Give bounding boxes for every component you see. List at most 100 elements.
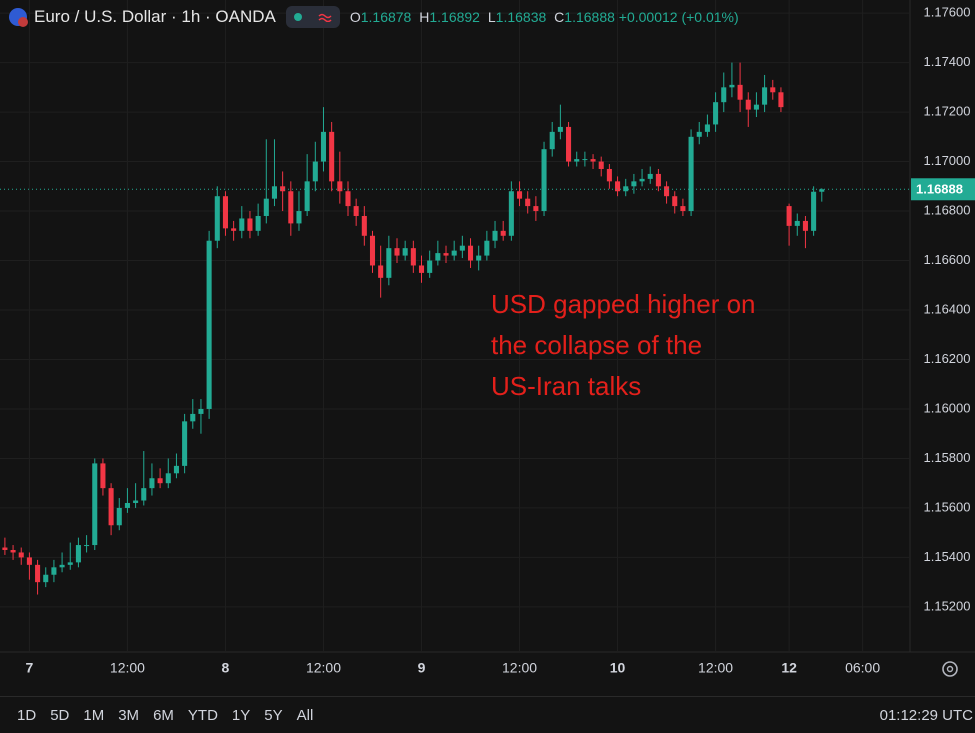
candle-body bbox=[704, 124, 710, 132]
candle-body bbox=[2, 547, 8, 550]
range-button[interactable]: 5Y bbox=[264, 706, 283, 724]
settings-icon[interactable] bbox=[942, 661, 958, 677]
range-button[interactable]: All bbox=[296, 706, 314, 724]
legend-header: Euro / U.S. Dollar · 1h · OANDA O1.16878… bbox=[8, 5, 739, 29]
candle-body bbox=[623, 186, 629, 192]
candle-body bbox=[18, 552, 24, 558]
status-pill[interactable] bbox=[285, 6, 340, 28]
candle-body bbox=[198, 408, 204, 414]
y-tick-label: 1.16800 bbox=[924, 202, 971, 217]
candle-body bbox=[263, 198, 269, 216]
candle-body bbox=[312, 161, 318, 182]
clock[interactable]: 01:12:29 UTC bbox=[879, 706, 973, 724]
candle-body bbox=[517, 191, 523, 199]
candle-body bbox=[582, 159, 588, 161]
change: +0.00012 (+0.01%) bbox=[618, 9, 739, 25]
candle-body bbox=[418, 265, 425, 273]
candle-body bbox=[745, 99, 751, 110]
candle-body bbox=[222, 196, 228, 229]
candle-body bbox=[288, 191, 294, 224]
candle-body bbox=[296, 211, 302, 224]
range-button[interactable]: 1D bbox=[17, 706, 37, 724]
candle-body bbox=[353, 206, 359, 216]
candle-body bbox=[247, 218, 253, 231]
ohlc-key: H bbox=[419, 9, 430, 25]
candle-body bbox=[753, 104, 759, 110]
ohlc-value: 1.16888 bbox=[564, 9, 615, 25]
symbol-icon bbox=[9, 8, 28, 27]
candle-body bbox=[590, 159, 596, 162]
y-tick-label: 1.16400 bbox=[924, 301, 971, 316]
candle-body bbox=[557, 126, 563, 132]
candle-body bbox=[484, 240, 490, 256]
candle-body bbox=[84, 545, 90, 547]
y-tick-label: 1.17000 bbox=[924, 153, 971, 168]
gear-hub[interactable] bbox=[946, 665, 954, 673]
candle-body bbox=[100, 463, 106, 489]
candle-body bbox=[173, 465, 179, 474]
x-tick-label: 12:00 bbox=[698, 660, 733, 676]
candle-body bbox=[459, 245, 465, 251]
ohlc-key: C bbox=[554, 9, 565, 25]
ohlc-key: L bbox=[487, 9, 496, 25]
y-tick-label: 1.17200 bbox=[924, 104, 971, 119]
y-tick-label: 1.15600 bbox=[924, 499, 971, 514]
candle-body bbox=[10, 549, 16, 553]
x-tick-label: 9 bbox=[418, 660, 426, 676]
candle-body bbox=[533, 206, 539, 212]
candle-body bbox=[778, 92, 784, 108]
candle-body bbox=[116, 507, 122, 526]
candle-body bbox=[606, 168, 612, 182]
y-tick-label: 1.16600 bbox=[924, 252, 971, 267]
candle-body bbox=[427, 260, 433, 273]
candle-body bbox=[541, 149, 547, 212]
candle-body bbox=[598, 161, 604, 169]
candle-body bbox=[280, 186, 286, 192]
candle-body bbox=[149, 478, 155, 489]
candle-body bbox=[549, 131, 555, 150]
candle-body bbox=[639, 178, 645, 182]
x-tick-label: 7 bbox=[26, 660, 34, 676]
candle-body bbox=[631, 181, 637, 187]
candle-body bbox=[26, 557, 32, 565]
candle-body bbox=[435, 253, 441, 261]
candle-body bbox=[386, 248, 392, 278]
range-button[interactable]: 1M bbox=[83, 706, 105, 724]
candle-body bbox=[133, 500, 139, 503]
candle-body bbox=[337, 181, 343, 192]
y-tick-label: 1.15800 bbox=[924, 450, 971, 465]
candle-body bbox=[770, 87, 776, 93]
candle-body bbox=[361, 215, 367, 236]
candle-body bbox=[786, 206, 792, 226]
x-tick-label: 12:00 bbox=[502, 660, 537, 676]
candle-body bbox=[762, 87, 768, 105]
candle-body bbox=[467, 245, 474, 261]
x-tick-label: 12 bbox=[781, 660, 797, 676]
candle-body bbox=[182, 421, 188, 466]
candle-body bbox=[124, 502, 130, 508]
x-tick-label: 8 bbox=[222, 660, 230, 676]
range-button[interactable]: 1Y bbox=[231, 706, 251, 724]
x-tick-label: 12:00 bbox=[110, 660, 145, 676]
y-tick-label: 1.15400 bbox=[924, 549, 971, 564]
range-button[interactable]: 5D bbox=[50, 706, 70, 724]
candle-body bbox=[165, 473, 171, 484]
range-button[interactable]: 6M bbox=[153, 706, 174, 724]
candle-body bbox=[655, 173, 661, 187]
candle-body bbox=[410, 248, 416, 266]
candle-body bbox=[443, 253, 449, 256]
grid bbox=[0, 0, 910, 652]
candle-body bbox=[664, 186, 670, 197]
gear-ring[interactable] bbox=[942, 661, 958, 677]
range-button[interactable]: YTD bbox=[187, 706, 218, 724]
candle-body bbox=[75, 545, 81, 563]
candle-body bbox=[615, 181, 621, 192]
y-tick-label: 1.16000 bbox=[924, 400, 971, 415]
candle-body bbox=[320, 131, 327, 162]
candle-body bbox=[51, 567, 57, 575]
y-tick-label: 1.16200 bbox=[924, 351, 971, 366]
range-button[interactable]: 3M bbox=[118, 706, 140, 724]
candle-body bbox=[566, 126, 572, 162]
candle-body bbox=[271, 186, 278, 199]
annotation: US-Iran talks bbox=[491, 371, 641, 401]
